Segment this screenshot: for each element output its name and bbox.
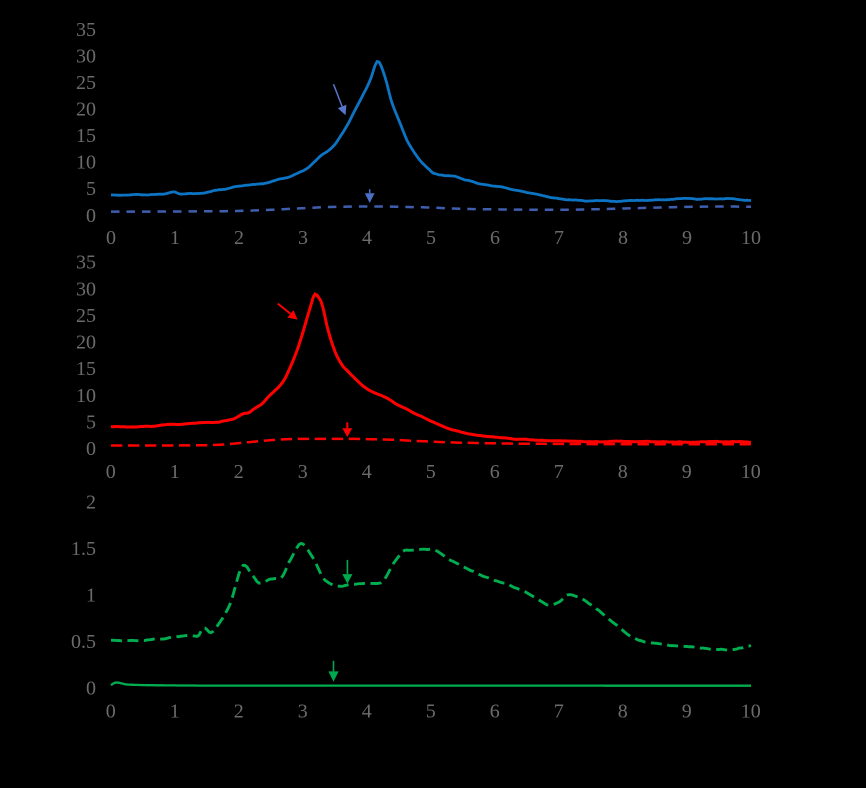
- svg-text:10: 10: [741, 700, 761, 722]
- svg-text:7: 7: [554, 700, 564, 722]
- svg-text:4: 4: [362, 461, 372, 483]
- svg-text:20: 20: [76, 332, 96, 354]
- svg-text:9: 9: [682, 700, 692, 722]
- svg-text:9: 9: [682, 227, 692, 249]
- svg-text:15: 15: [76, 358, 96, 380]
- svg-text:0: 0: [86, 438, 96, 460]
- svg-text:7: 7: [554, 461, 564, 483]
- svg-text:8: 8: [618, 227, 628, 249]
- svg-text:25: 25: [76, 72, 96, 94]
- svg-text:5: 5: [426, 461, 436, 483]
- svg-text:10: 10: [741, 227, 761, 249]
- svg-text:0: 0: [106, 700, 116, 722]
- svg-text:5: 5: [86, 178, 96, 200]
- svg-text:10: 10: [76, 385, 96, 407]
- svg-text:5: 5: [426, 227, 436, 249]
- svg-text:8: 8: [618, 461, 628, 483]
- svg-text:5: 5: [86, 411, 96, 433]
- svg-text:0: 0: [106, 227, 116, 249]
- svg-text:2: 2: [234, 461, 244, 483]
- svg-text:3: 3: [298, 700, 308, 722]
- svg-text:1.5: 1.5: [71, 538, 96, 560]
- svg-text:0: 0: [86, 205, 96, 227]
- svg-text:9: 9: [682, 461, 692, 483]
- svg-text:6: 6: [490, 700, 500, 722]
- svg-text:2: 2: [86, 492, 96, 514]
- svg-text:2: 2: [234, 700, 244, 722]
- svg-text:6: 6: [490, 461, 500, 483]
- svg-text:1: 1: [170, 700, 180, 722]
- svg-text:15: 15: [76, 125, 96, 147]
- svg-text:0: 0: [86, 678, 96, 700]
- svg-text:4: 4: [362, 700, 372, 722]
- svg-text:1: 1: [86, 585, 96, 607]
- svg-text:1: 1: [170, 461, 180, 483]
- svg-text:8: 8: [618, 700, 628, 722]
- svg-text:10: 10: [76, 152, 96, 174]
- svg-text:5: 5: [426, 700, 436, 722]
- svg-text:30: 30: [76, 278, 96, 300]
- svg-text:3: 3: [298, 461, 308, 483]
- svg-text:25: 25: [76, 305, 96, 327]
- svg-text:0.5: 0.5: [71, 631, 96, 653]
- svg-text:0: 0: [106, 461, 116, 483]
- svg-text:1: 1: [170, 227, 180, 249]
- svg-text:4: 4: [362, 227, 372, 249]
- svg-text:10: 10: [741, 461, 761, 483]
- svg-text:6: 6: [490, 227, 500, 249]
- svg-text:35: 35: [76, 252, 96, 274]
- svg-text:20: 20: [76, 99, 96, 121]
- svg-text:30: 30: [76, 45, 96, 67]
- svg-text:3: 3: [298, 227, 308, 249]
- svg-text:7: 7: [554, 227, 564, 249]
- svg-text:35: 35: [76, 19, 96, 41]
- svg-text:2: 2: [234, 227, 244, 249]
